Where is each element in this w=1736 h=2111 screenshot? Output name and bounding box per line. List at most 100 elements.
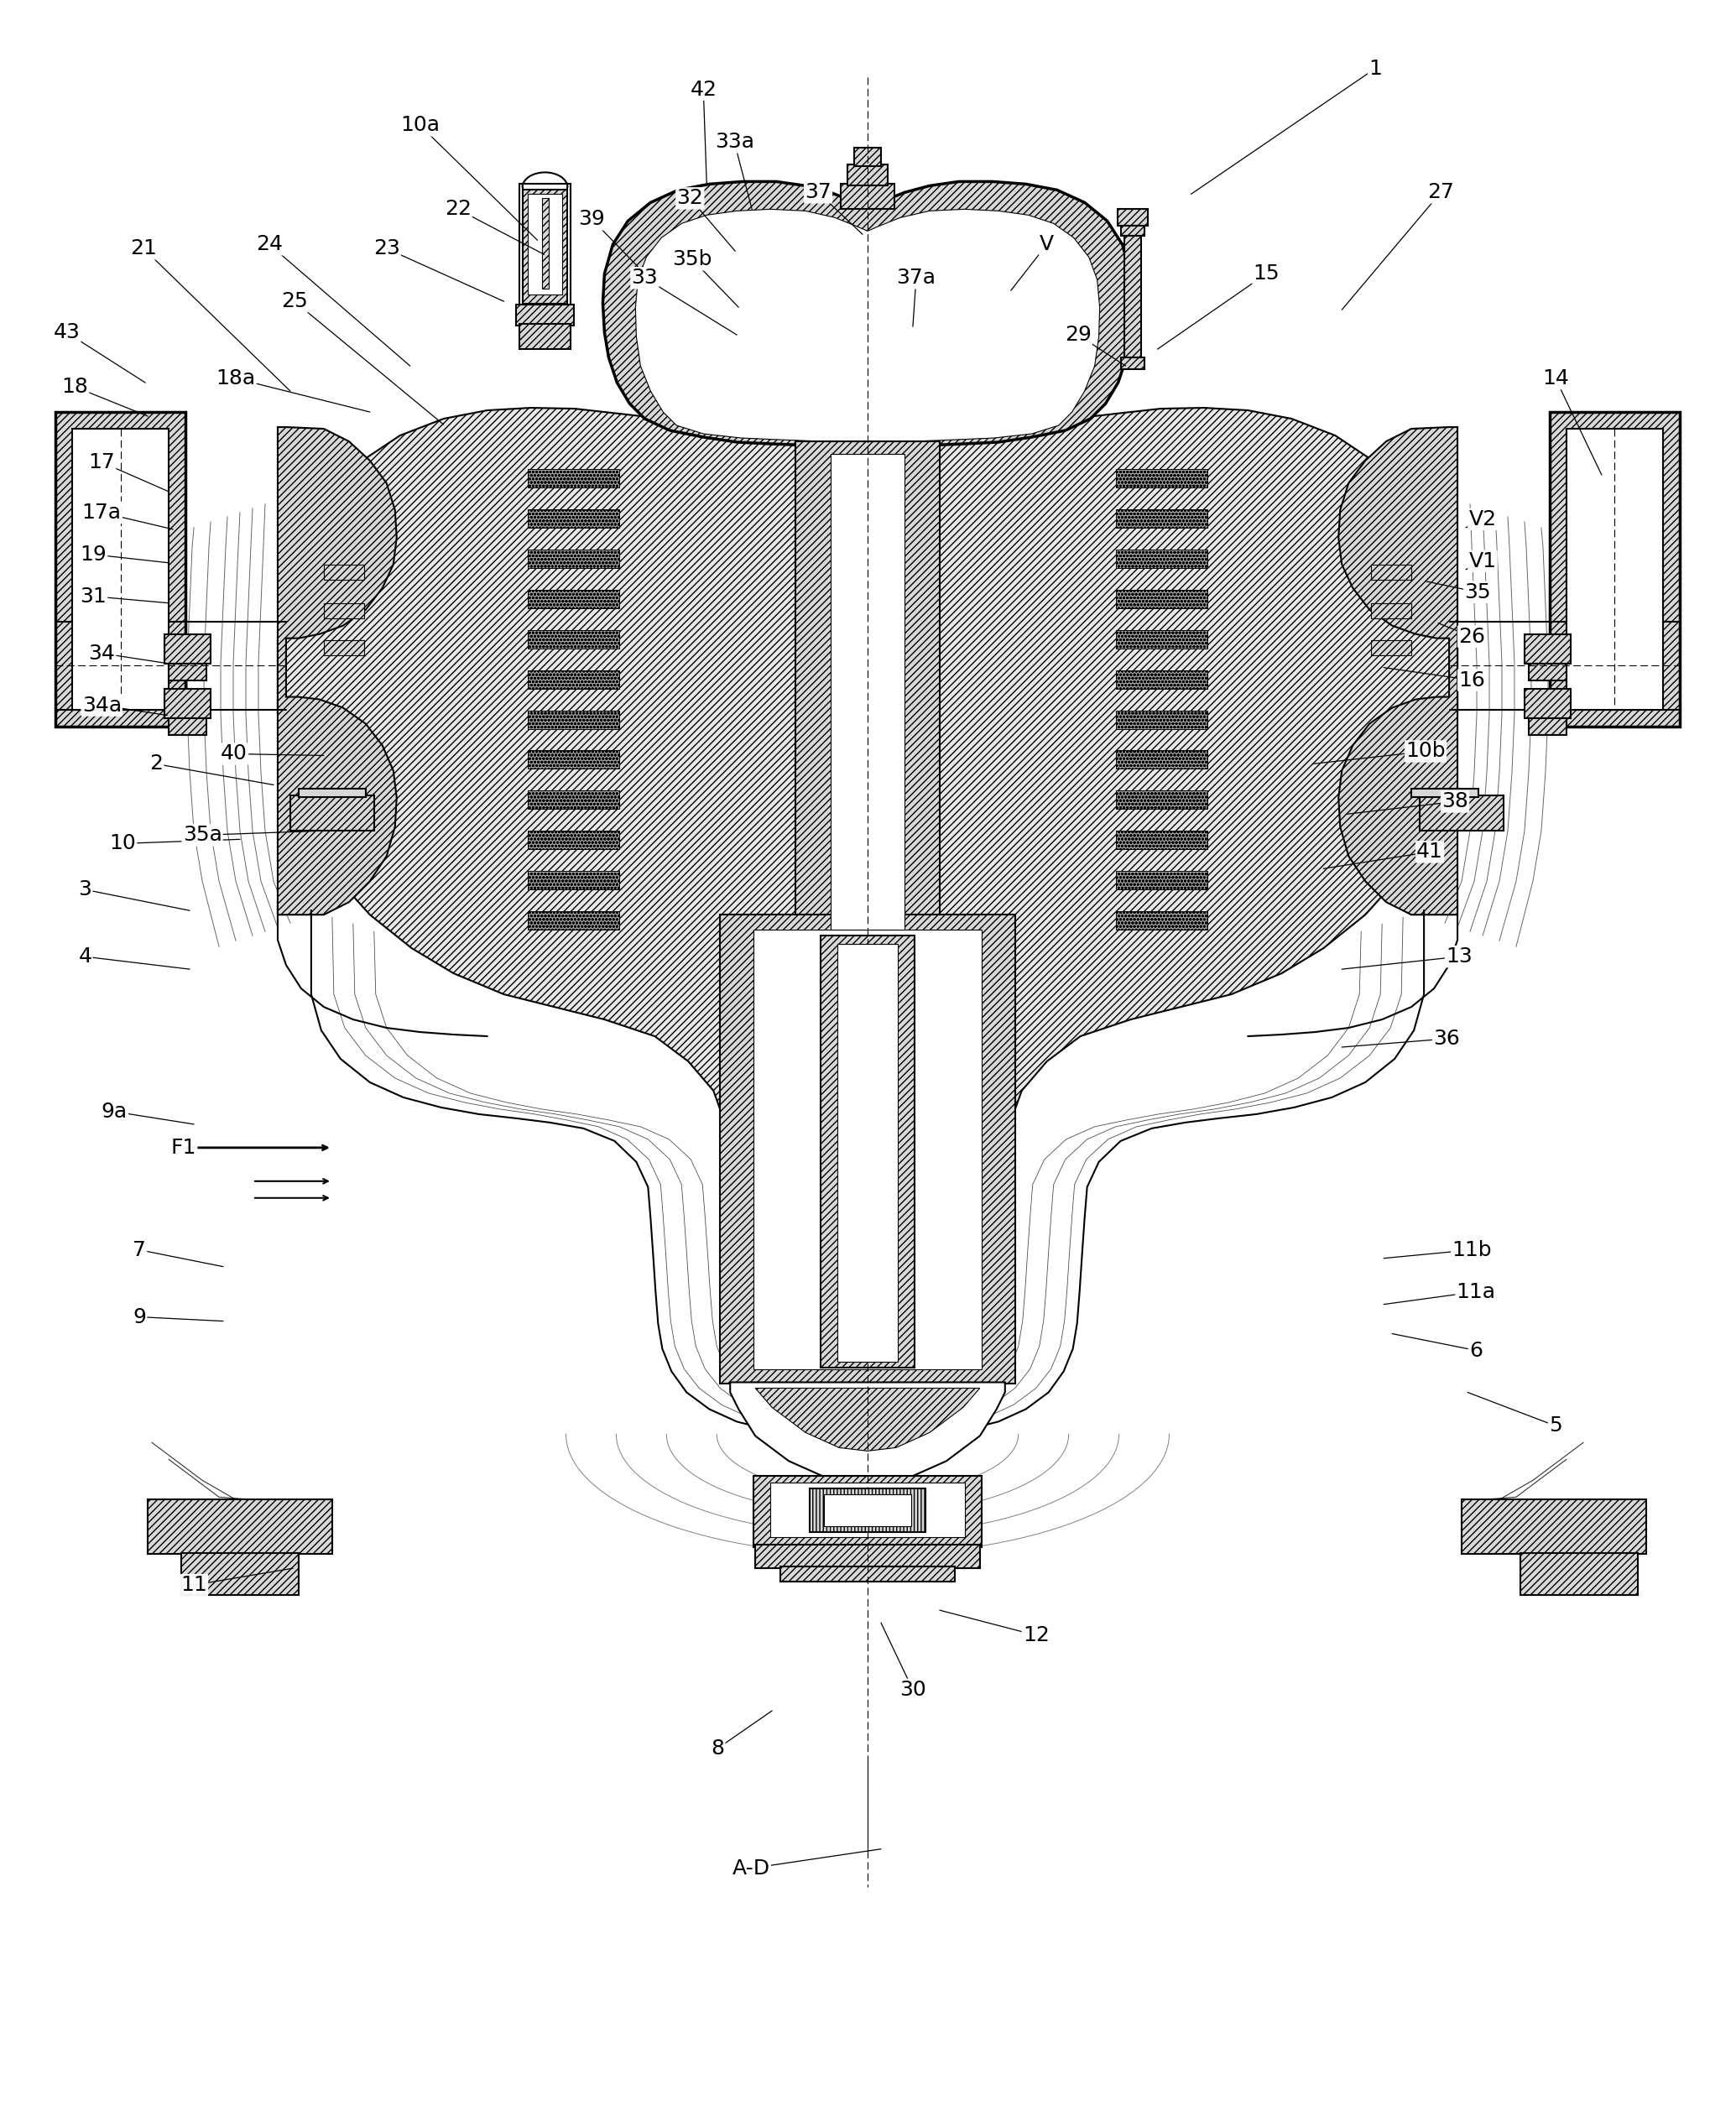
- Bar: [1529, 718, 1566, 735]
- Bar: [1116, 549, 1208, 568]
- Bar: [753, 1476, 981, 1547]
- Bar: [516, 304, 575, 325]
- Polygon shape: [755, 1389, 979, 1450]
- Bar: [528, 752, 620, 768]
- Polygon shape: [278, 426, 396, 914]
- Bar: [528, 469, 620, 488]
- Text: 36: 36: [1434, 1028, 1460, 1049]
- Text: 30: 30: [899, 1680, 925, 1699]
- Bar: [795, 441, 939, 1169]
- Bar: [1462, 1499, 1646, 1554]
- Bar: [325, 604, 365, 619]
- Bar: [1371, 564, 1411, 581]
- Polygon shape: [602, 182, 1132, 445]
- Text: 37: 37: [806, 182, 832, 203]
- Bar: [325, 640, 365, 654]
- Text: 14: 14: [1542, 369, 1569, 388]
- Bar: [148, 1499, 332, 1554]
- Bar: [1121, 226, 1144, 236]
- Text: 19: 19: [80, 545, 106, 564]
- Bar: [528, 912, 620, 929]
- Bar: [528, 194, 562, 296]
- Text: 33a: 33a: [715, 133, 753, 152]
- Bar: [1411, 790, 1479, 798]
- Text: 42: 42: [689, 80, 717, 99]
- Text: 24: 24: [255, 234, 283, 255]
- Bar: [1524, 688, 1571, 718]
- Bar: [528, 669, 620, 688]
- Text: 41: 41: [1417, 842, 1443, 861]
- Text: 23: 23: [373, 239, 399, 260]
- Bar: [837, 944, 898, 1362]
- Bar: [1116, 912, 1208, 929]
- Bar: [325, 564, 365, 581]
- Bar: [832, 454, 904, 1157]
- Bar: [528, 629, 620, 648]
- Bar: [1566, 429, 1663, 709]
- Text: 16: 16: [1458, 669, 1484, 690]
- Text: 27: 27: [1427, 182, 1455, 203]
- Text: 5: 5: [1549, 1416, 1562, 1435]
- Bar: [1118, 209, 1147, 226]
- Text: 35a: 35a: [182, 825, 222, 844]
- Text: 9a: 9a: [101, 1102, 127, 1121]
- Text: 11: 11: [181, 1575, 207, 1596]
- Bar: [168, 663, 207, 680]
- Text: 18a: 18a: [215, 369, 255, 388]
- Bar: [1121, 357, 1144, 369]
- Text: 40: 40: [220, 743, 248, 764]
- Bar: [1420, 796, 1503, 832]
- Text: 4: 4: [78, 946, 92, 967]
- Bar: [528, 509, 620, 528]
- Bar: [1116, 752, 1208, 768]
- Bar: [519, 323, 571, 348]
- Text: 21: 21: [130, 239, 156, 260]
- Bar: [523, 190, 568, 304]
- Bar: [528, 549, 620, 568]
- Text: 10a: 10a: [401, 116, 439, 135]
- Polygon shape: [635, 209, 1099, 441]
- Text: 13: 13: [1446, 946, 1472, 967]
- Bar: [781, 1566, 955, 1581]
- Polygon shape: [278, 407, 1458, 1446]
- Text: 22: 22: [444, 198, 470, 220]
- Bar: [771, 1482, 965, 1537]
- Bar: [720, 914, 1016, 1385]
- Bar: [299, 790, 366, 798]
- Bar: [825, 1495, 911, 1526]
- Text: 12: 12: [1023, 1625, 1049, 1644]
- Text: 37a: 37a: [896, 268, 936, 287]
- Text: 43: 43: [54, 323, 80, 342]
- Text: V1: V1: [1469, 551, 1496, 572]
- Text: 25: 25: [281, 291, 307, 312]
- Bar: [755, 1545, 979, 1568]
- Text: 8: 8: [710, 1737, 724, 1758]
- Bar: [1116, 629, 1208, 648]
- Text: V2: V2: [1469, 509, 1496, 530]
- Bar: [1524, 633, 1571, 663]
- Bar: [73, 429, 168, 709]
- Text: 11b: 11b: [1451, 1239, 1491, 1260]
- Bar: [1116, 872, 1208, 889]
- Text: F1: F1: [172, 1138, 196, 1157]
- Bar: [528, 709, 620, 728]
- Bar: [519, 184, 571, 308]
- Text: 38: 38: [1441, 792, 1469, 813]
- Text: 10: 10: [109, 834, 135, 853]
- Text: 2: 2: [149, 754, 163, 775]
- Text: 17a: 17a: [82, 502, 122, 524]
- Bar: [528, 792, 620, 809]
- Text: 31: 31: [80, 587, 106, 606]
- Bar: [56, 412, 186, 726]
- Text: 34: 34: [89, 644, 115, 663]
- Bar: [1116, 709, 1208, 728]
- Text: 35: 35: [1465, 583, 1491, 602]
- Bar: [528, 832, 620, 849]
- Text: 9: 9: [132, 1307, 146, 1328]
- Text: 10b: 10b: [1406, 741, 1446, 762]
- Text: 26: 26: [1458, 627, 1486, 646]
- Bar: [1521, 1554, 1637, 1596]
- Bar: [840, 184, 894, 209]
- Bar: [1116, 589, 1208, 608]
- Text: 7: 7: [132, 1239, 146, 1260]
